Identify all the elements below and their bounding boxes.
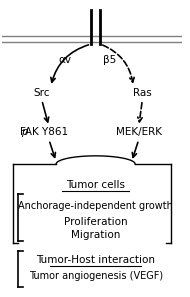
Text: αv: αv — [59, 55, 72, 65]
Text: Src: Src — [33, 88, 50, 98]
Text: Tumor cells: Tumor cells — [66, 180, 125, 190]
Text: Tumor-Host interaction: Tumor-Host interaction — [36, 255, 155, 265]
Text: Tumor angiogenesis (VEGF): Tumor angiogenesis (VEGF) — [28, 271, 163, 282]
Text: Anchorage-independent growth: Anchorage-independent growth — [18, 201, 173, 211]
Text: Ras: Ras — [133, 88, 152, 98]
Text: β5: β5 — [103, 55, 117, 65]
Text: MEK/ERK: MEK/ERK — [116, 127, 162, 137]
Text: p: p — [21, 127, 28, 137]
Text: FAK Y861: FAK Y861 — [20, 127, 68, 137]
Text: Proliferation: Proliferation — [64, 217, 127, 227]
Text: Migration: Migration — [71, 230, 120, 240]
